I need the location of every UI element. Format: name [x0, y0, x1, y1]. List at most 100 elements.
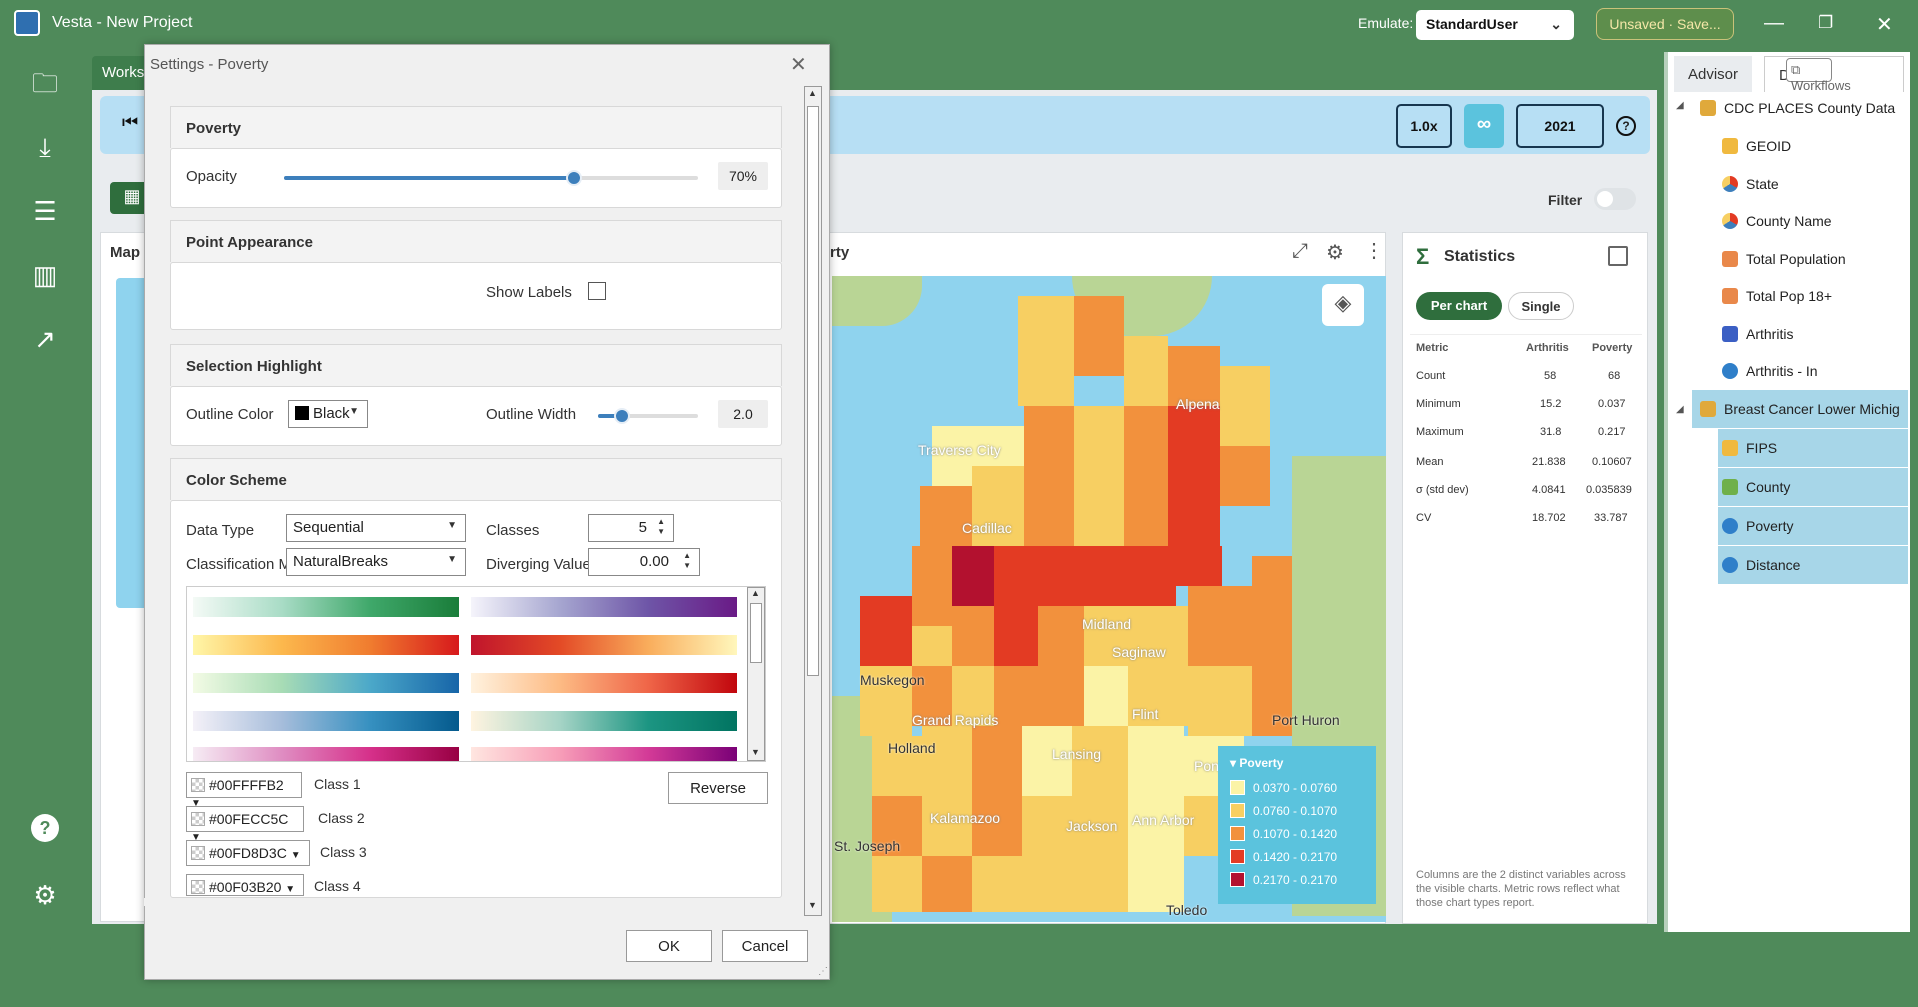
tree-item[interactable]: County Name — [1722, 203, 1832, 239]
stat-metric: Maximum — [1416, 426, 1464, 438]
scroll-down-icon[interactable]: ▼ — [808, 900, 817, 910]
stat-value: 0.217 — [1598, 426, 1626, 438]
collapse-panel-icon[interactable] — [1608, 246, 1628, 266]
diverging-stepper[interactable]: 0.00 ▲ ▼ — [588, 548, 700, 576]
map-icon[interactable]: ▥ — [32, 260, 58, 290]
city-label: Midland — [1082, 616, 1132, 632]
tree-item[interactable]: GEOID — [1722, 128, 1791, 164]
reverse-button[interactable]: Reverse — [668, 772, 768, 804]
city-label: Ann Arbor — [1132, 812, 1195, 828]
color-ramp[interactable] — [471, 635, 737, 655]
sliders-icon[interactable]: ☰ — [33, 196, 57, 226]
class-color-picker[interactable]: #00FD8D3C ▼ — [186, 840, 310, 866]
tree-item[interactable]: FIPS — [1722, 430, 1777, 466]
left-nav — [0, 48, 88, 932]
panel-splitter[interactable] — [1664, 52, 1668, 932]
single-toggle[interactable]: Single — [1508, 292, 1574, 320]
color-ramp[interactable] — [471, 711, 737, 731]
class-color-picker[interactable]: #00FFFFB2 ▼ — [186, 772, 302, 809]
per-chart-toggle[interactable]: Per chart — [1416, 292, 1502, 320]
stat-value: 68 — [1608, 370, 1621, 382]
tree-item[interactable]: Arthritis — [1722, 316, 1793, 352]
tree-item[interactable]: Arthritis - In — [1722, 353, 1818, 389]
close-icon[interactable]: ✕ — [1876, 14, 1893, 36]
map-canvas[interactable]: Traverse City Cadillac Alpena Midland Sa… — [832, 276, 1386, 922]
gear-icon[interactable]: ⚙ — [1326, 242, 1344, 264]
tree-item[interactable]: Poverty — [1722, 508, 1793, 544]
ramp-scroll-thumb[interactable] — [750, 603, 762, 663]
skip-back-icon[interactable]: ⏮ — [122, 112, 139, 132]
class-color-picker[interactable]: #00F03B20 ▼ — [186, 874, 304, 896]
outline-width-handle[interactable] — [614, 408, 630, 424]
expand-arrow-icon[interactable]: ◢ — [1676, 404, 1684, 415]
folder-icon[interactable]: 🗀 — [31, 68, 58, 98]
help-icon[interactable]: ? — [31, 814, 59, 842]
tree-label: CDC PLACES County Data — [1724, 100, 1896, 116]
tree-item[interactable]: Total Pop 18+ — [1722, 278, 1832, 314]
class-label: Class 2 — [318, 810, 365, 826]
save-button[interactable]: Unsaved · Save... — [1596, 8, 1734, 40]
outline-width-slider[interactable] — [598, 414, 698, 418]
class-hex: #00F03B20 — [209, 879, 282, 895]
tab-advisor[interactable]: Advisor — [1674, 56, 1753, 92]
tab-workflows[interactable]: ⧉ Workflows — [1786, 58, 1851, 93]
expand-icon[interactable]: ⤢ — [1292, 240, 1308, 262]
class-color-picker[interactable]: #00FECC5C ▼ — [186, 806, 304, 843]
color-ramp-list[interactable]: ▲ ▼ — [186, 586, 766, 762]
filter-toggle[interactable] — [1594, 188, 1636, 210]
download-icon[interactable]: ⤓ — [39, 132, 51, 162]
more-vertical-icon[interactable]: ⋮ — [1364, 240, 1384, 262]
expand-arrow-icon[interactable]: ◢ — [1676, 100, 1684, 111]
legend-title[interactable]: ▾ Poverty — [1230, 756, 1284, 770]
dialog-scroll-thumb[interactable] — [807, 106, 819, 676]
legend-swatch — [1230, 803, 1245, 818]
tree-item[interactable]: County — [1722, 469, 1790, 505]
minimize-icon[interactable]: — — [1764, 12, 1784, 34]
data-type-select[interactable]: Sequential ▼ — [286, 514, 466, 542]
loop-button[interactable]: ∞ — [1464, 104, 1504, 148]
layers-icon[interactable]: ◈ — [1322, 284, 1364, 326]
gear-icon[interactable]: ⚙ — [33, 880, 57, 910]
scroll-up-icon[interactable]: ▲ — [751, 588, 760, 598]
color-ramp[interactable] — [193, 597, 459, 617]
close-icon[interactable]: ✕ — [790, 54, 807, 76]
color-ramp[interactable] — [193, 673, 459, 693]
trend-icon[interactable]: ↗ — [34, 324, 56, 354]
resize-grip-icon[interactable]: ⋰ — [818, 966, 828, 977]
tree-label: State — [1746, 176, 1779, 192]
stat-col-header: Arthritis — [1526, 342, 1569, 354]
tree-item[interactable]: Distance — [1722, 547, 1800, 583]
tree-item[interactable]: State — [1722, 166, 1779, 202]
emulate-select[interactable]: StandardUser ⌄ — [1416, 10, 1574, 40]
color-ramp[interactable] — [193, 635, 459, 655]
color-ramp[interactable] — [193, 711, 459, 731]
speed-button[interactable]: 1.0x — [1396, 104, 1452, 148]
cancel-button[interactable]: Cancel — [722, 930, 808, 962]
scroll-down-icon[interactable]: ▼ — [751, 747, 760, 757]
color-ramp[interactable] — [471, 747, 737, 761]
opacity-slider-handle[interactable] — [565, 170, 582, 186]
year-button[interactable]: 2021 — [1516, 104, 1604, 148]
tab-workspace[interactable]: Works — [92, 56, 150, 90]
restore-icon[interactable]: ❐ — [1818, 13, 1834, 32]
scroll-up-icon[interactable]: ▲ — [808, 88, 817, 98]
show-labels-checkbox[interactable] — [588, 282, 606, 300]
classification-select[interactable]: NaturalBreaks ▼ — [286, 548, 466, 576]
tree-item[interactable]: Total Population — [1722, 241, 1846, 277]
stats-divider — [1410, 334, 1642, 335]
color-swatch — [295, 406, 309, 420]
color-ramp[interactable] — [471, 673, 737, 693]
tree-item[interactable]: Breast Cancer Lower Michig — [1700, 391, 1906, 427]
ok-button[interactable]: OK — [626, 930, 712, 962]
dropdown-arrow-icon: ▼ — [290, 850, 301, 861]
class-label: Class 3 — [320, 844, 367, 860]
bar-chart-icon — [1722, 288, 1738, 304]
outline-color-select[interactable]: Black ▼ — [288, 400, 368, 428]
color-ramp[interactable] — [471, 597, 737, 617]
color-ramp[interactable] — [193, 747, 459, 761]
pie-icon — [1722, 213, 1738, 229]
stat-value: 58 — [1544, 370, 1557, 382]
tree-item[interactable]: CDC PLACES County Data — [1700, 90, 1895, 126]
help-circle-icon[interactable]: ? — [1616, 116, 1636, 136]
classes-stepper[interactable]: 5 ▲ ▼ — [588, 514, 674, 542]
